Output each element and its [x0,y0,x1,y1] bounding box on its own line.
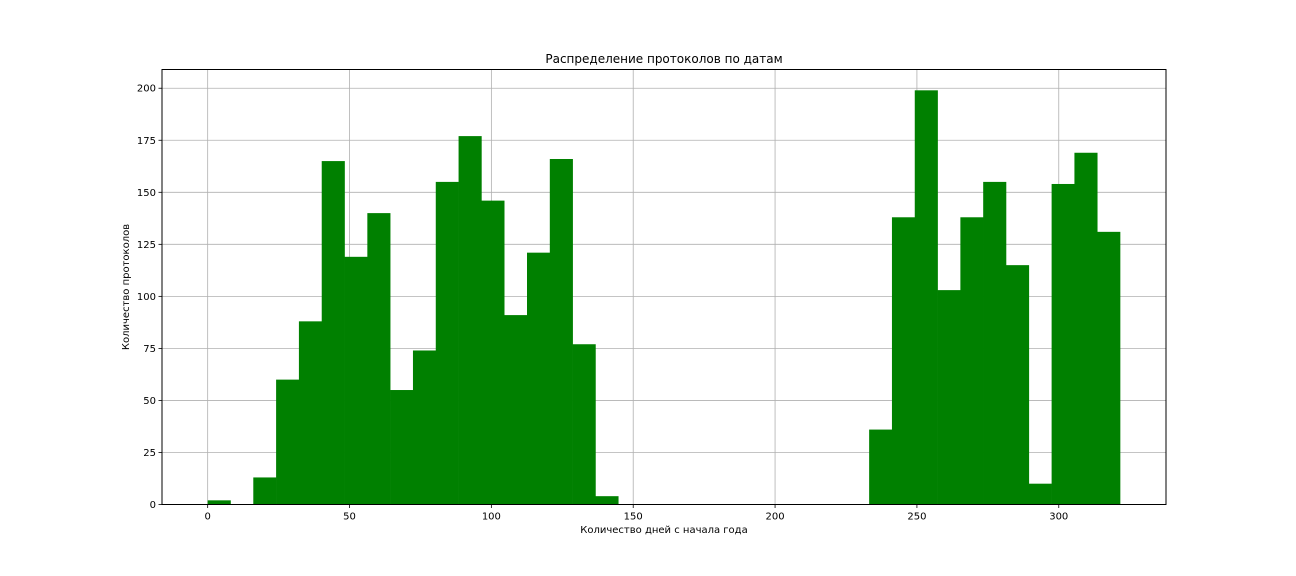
histogram-bar [367,213,391,505]
histogram-bar [1097,231,1121,505]
x-axis-ticks: 0 50 100 150 200 250 300 [204,504,1068,523]
histogram-bar [298,321,323,505]
bars [207,90,1121,505]
y-tick-label: 175 [137,136,156,147]
histogram-bar [527,252,551,505]
y-tick-label: 25 [143,448,156,459]
chart-title: Распределение протоколов по датам [545,52,782,66]
histogram-bar [207,500,231,505]
histogram-bar [321,161,345,505]
histogram-bar [504,315,528,505]
y-tick-label: 0 [150,500,156,511]
histogram-bar [595,496,619,505]
x-tick-label: 0 [204,512,210,523]
histogram-bar [276,379,300,505]
histogram-bar [983,181,1007,505]
histogram-bar [549,158,573,505]
histogram-bar [914,90,938,505]
x-tick-label: 50 [343,512,356,523]
histogram-bar [869,429,893,505]
histogram-bar [344,256,368,505]
histogram-bar [390,390,414,505]
histogram-bar [458,136,482,505]
y-tick-label: 150 [137,188,156,199]
histogram-bar [481,200,505,505]
histogram-bar [891,217,916,505]
histogram-bar [572,344,596,505]
y-tick-label: 100 [137,292,156,303]
y-axis-ticks: 0 25 50 75 100 125 150 175 200 [137,84,162,511]
y-tick-label: 125 [137,240,156,251]
x-tick-label: 300 [1049,512,1068,523]
x-tick-label: 250 [907,512,926,523]
x-axis-label: Количество дней с начала года [580,525,747,536]
histogram-bar [1028,483,1052,505]
y-tick-label: 75 [143,344,156,355]
histogram-bar [937,290,961,505]
y-axis-label: Количество протоколов [121,224,132,350]
histogram-bar [1005,265,1030,505]
x-tick-label: 100 [482,512,501,523]
y-tick-label: 200 [137,84,156,95]
x-tick-label: 150 [624,512,643,523]
histogram-bar [435,181,459,505]
histogram-bar [1074,152,1098,505]
histogram-bar [960,217,984,505]
y-tick-label: 50 [143,396,156,407]
histogram-bar [412,350,437,505]
histogram-bar [253,477,277,505]
histogram-bar [1051,183,1075,505]
plot-frame [161,69,1167,505]
x-tick-label: 200 [766,512,785,523]
